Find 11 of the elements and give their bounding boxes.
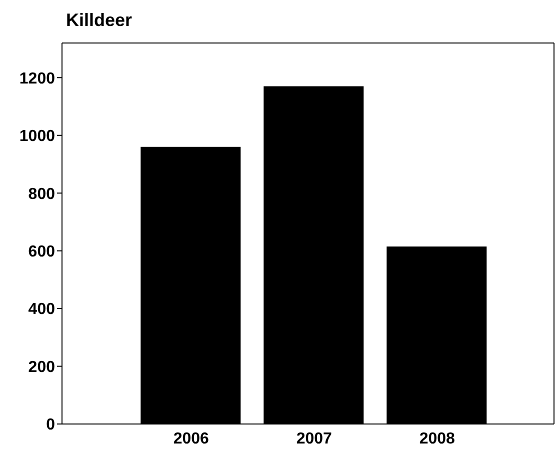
y-tick-label: 1000: [19, 128, 56, 146]
y-tick-label: 400: [28, 301, 56, 318]
y-tick-label: 0: [46, 416, 56, 434]
y-tick-label: 600: [28, 244, 56, 260]
y-tick-label: 1200: [19, 70, 56, 88]
y-tick-label: 200: [28, 358, 56, 376]
y-tick-label: 800: [28, 186, 56, 203]
x-tick-label: 2008: [419, 430, 456, 448]
x-tick-label: 2006: [173, 430, 210, 448]
x-tick-label: 2007: [296, 430, 332, 448]
chart-title: Killdeer: [66, 10, 132, 31]
